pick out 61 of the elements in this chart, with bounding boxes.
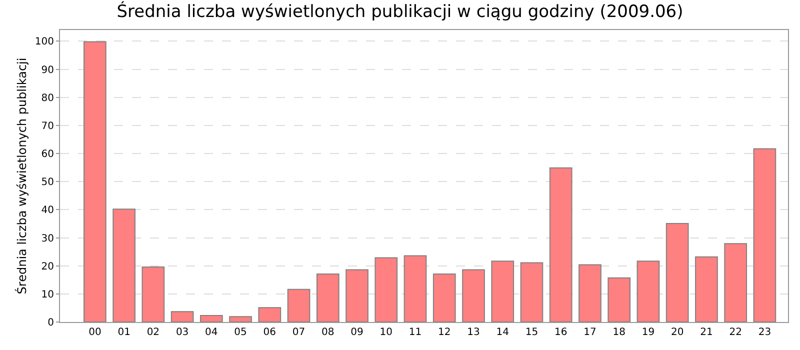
- x-tick-label: 07: [292, 327, 306, 338]
- bar: [549, 167, 572, 322]
- bar: [666, 222, 689, 322]
- x-tick-label: 18: [612, 327, 626, 338]
- x-tick-label: 16: [554, 327, 568, 338]
- x-tick-label: 08: [322, 327, 334, 338]
- bar: [258, 307, 282, 322]
- x-tick-label: 12: [438, 327, 451, 338]
- x-tick-label: 19: [642, 327, 655, 338]
- bar: [404, 255, 427, 322]
- bar: [578, 264, 602, 322]
- bar: [229, 316, 252, 322]
- y-axis-title: Średnia liczba wyświetlonych publikacji: [14, 58, 29, 294]
- bar: [316, 273, 340, 322]
- bar: [346, 269, 368, 322]
- y-tick-label: 10: [41, 289, 54, 300]
- x-tick-label: 03: [176, 327, 189, 338]
- y-tick-label: 70: [41, 120, 54, 132]
- x-tick-label: 06: [263, 327, 276, 338]
- x-tick-label: 17: [584, 327, 596, 338]
- bar: [636, 260, 660, 322]
- bar: [491, 260, 514, 322]
- y-tick-label: 20: [41, 261, 54, 272]
- x-tick-label: 23: [758, 327, 772, 338]
- x-tick-label: 02: [146, 327, 160, 338]
- y-tick-label: 80: [41, 92, 54, 104]
- y-tick-label: 50: [41, 177, 54, 188]
- bar: [287, 288, 310, 322]
- x-tick-label: 05: [234, 327, 247, 338]
- x-tick-label: 09: [350, 327, 364, 338]
- x-tick-label: 10: [380, 327, 393, 338]
- y-tick-label: 60: [41, 149, 54, 160]
- bar: [432, 273, 456, 322]
- y-tick-label: 40: [41, 205, 54, 216]
- bar: [724, 243, 747, 322]
- x-tick-label: 22: [729, 327, 742, 338]
- bar: [200, 315, 223, 322]
- x-tick-label: 04: [205, 327, 218, 338]
- y-tick-label: 100: [34, 36, 54, 48]
- bar: [374, 257, 398, 322]
- x-tick-label: 13: [467, 327, 480, 338]
- bar: [84, 41, 106, 322]
- x-tick-label: 21: [700, 327, 713, 338]
- x-tick-label: 01: [118, 327, 130, 338]
- x-tick-label: 11: [408, 327, 422, 338]
- bar: [608, 277, 631, 322]
- bar: [142, 266, 165, 322]
- x-tick-label: 00: [88, 327, 102, 338]
- bar: [170, 311, 194, 322]
- x-tick-label: 15: [525, 327, 538, 338]
- y-tick-label: 0: [48, 318, 54, 328]
- x-tick-label: 14: [496, 327, 509, 338]
- bar: [112, 208, 136, 322]
- y-tick-label: 90: [41, 64, 54, 76]
- bar: [520, 262, 544, 322]
- bar: [462, 269, 485, 322]
- bar: [753, 148, 776, 322]
- bar: [695, 256, 718, 322]
- y-tick-label: 30: [41, 233, 54, 244]
- x-tick-label: 20: [670, 327, 684, 338]
- chart-title: Średnia liczba wyświetlonych publikacji w ciągu godziny (2009.06): [116, 1, 684, 22]
